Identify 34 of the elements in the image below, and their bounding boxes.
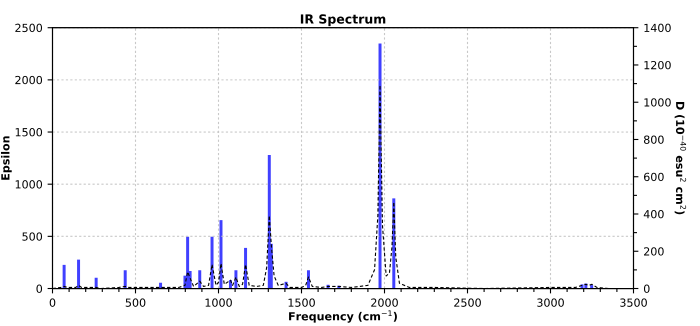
y-tick-label: 2500 xyxy=(15,24,42,32)
y2-tick-label: 800 xyxy=(644,135,664,144)
bar xyxy=(210,236,214,289)
y-tick-label: 1500 xyxy=(16,128,42,136)
x-tick-label: 2000 xyxy=(371,298,398,307)
bar xyxy=(62,264,66,289)
y2-tick-label: 1000 xyxy=(644,98,671,107)
x-axis-title: Frequency (cm$^{−1}$) xyxy=(289,310,397,323)
y2-tick-label: 400 xyxy=(644,210,664,218)
x-tick-label: 500 xyxy=(126,298,146,307)
x-tick-label: 1500 xyxy=(288,298,315,307)
y2-axis-title: D (10$^{−40}$ esu$^{2}$ cm$^{2}$) xyxy=(674,102,686,214)
x-tick-label: 2500 xyxy=(454,298,481,307)
bar xyxy=(219,220,222,289)
y-tick-label: 0 xyxy=(36,284,42,293)
y-tick-label: 2000 xyxy=(15,76,42,84)
bar xyxy=(77,260,80,289)
y2-tick-label: 600 xyxy=(644,172,664,182)
x-tick-label: 1000 xyxy=(206,298,232,307)
y-tick-label: 500 xyxy=(22,232,42,241)
bar xyxy=(94,278,98,289)
y2-tick-label: 1400 xyxy=(644,24,671,32)
x-tick-label: 0 xyxy=(50,298,56,307)
bar xyxy=(159,282,162,289)
x-tick-label: 3000 xyxy=(537,298,564,307)
y2-tick-label: 0 xyxy=(644,284,650,293)
y2-tick-label: 1200 xyxy=(644,60,671,70)
y-axis-title: Epsilon xyxy=(0,136,12,180)
bar xyxy=(198,270,202,289)
bar xyxy=(124,270,127,289)
x-tick-label: 3500 xyxy=(620,298,647,307)
y-tick-label: 1000 xyxy=(16,180,42,189)
chart-title: IR Spectrum xyxy=(300,14,386,26)
y2-tick-label: 200 xyxy=(644,247,664,256)
